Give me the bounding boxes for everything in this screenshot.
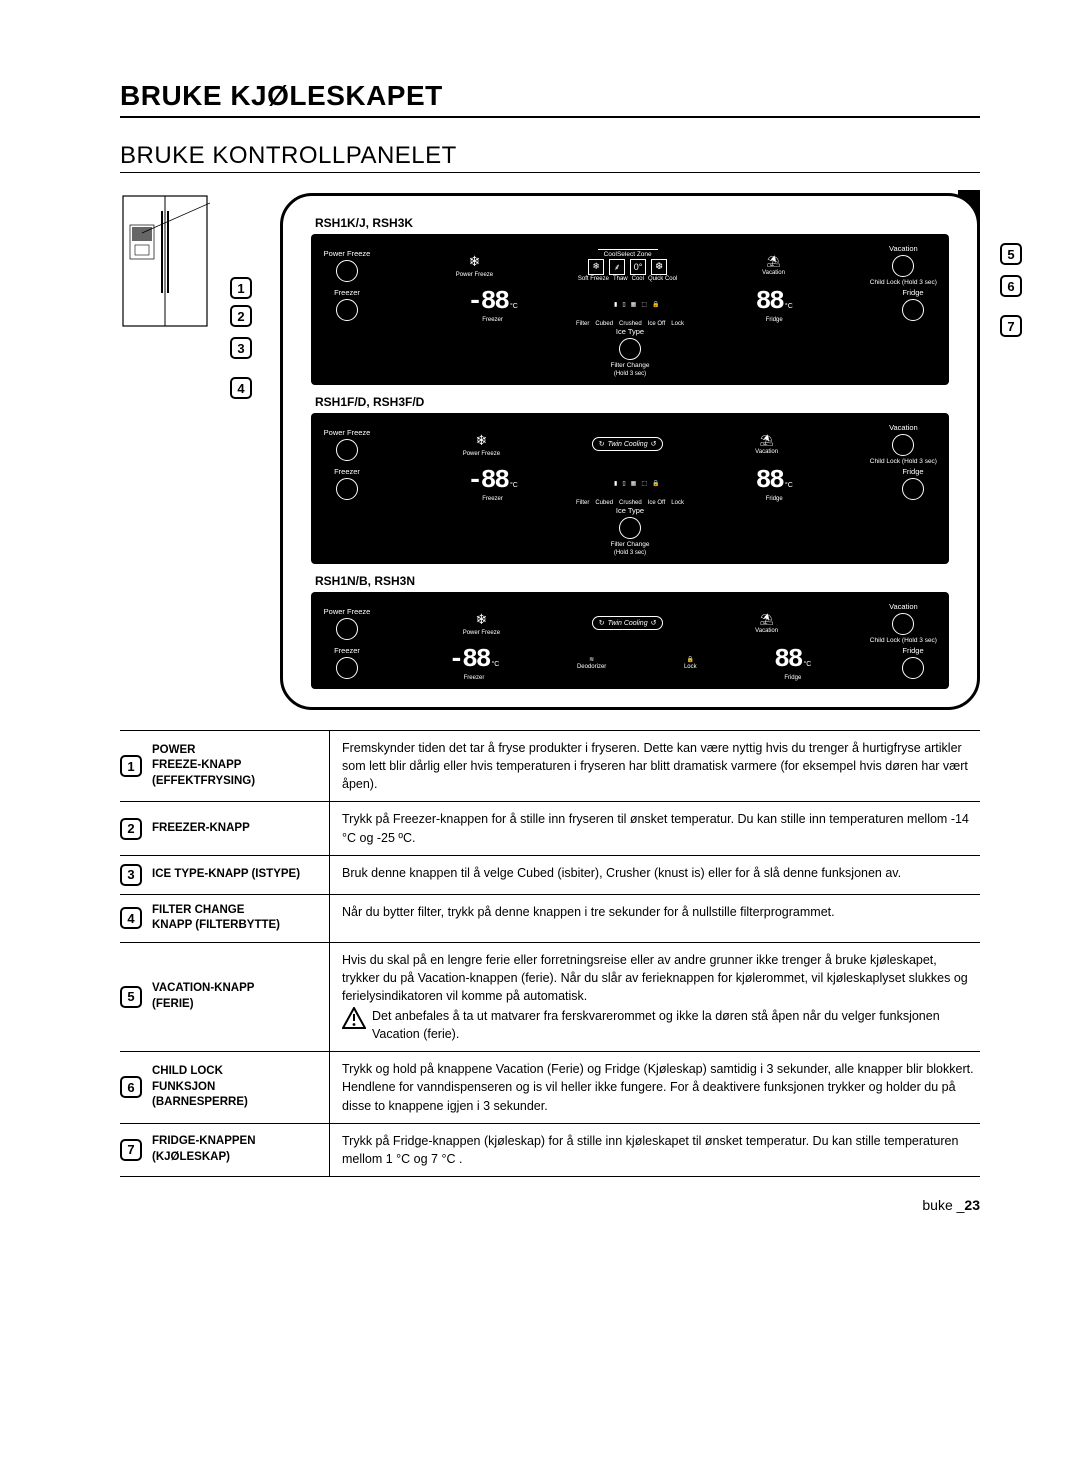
row-badge-7: 7 (120, 1139, 142, 1161)
callout-7: 7 (1000, 315, 1022, 337)
page-heading: BRUKE KJØLESKAPET (120, 80, 980, 118)
vacation-button[interactable]: Vacation Child Lock (Hold 3 sec) (870, 244, 937, 286)
snowflake-icon: ❄ (469, 253, 481, 270)
diagram-area: 1 2 3 4 5 6 7 RSH1K/J, RSH3K Power Freez… (120, 193, 980, 710)
callout-7-wrap: 7 (1000, 315, 1022, 337)
row-badge-1: 1 (120, 755, 142, 777)
callout-3: 3 (230, 337, 252, 359)
model-c-label: RSH1N/B, RSH3N (315, 574, 949, 588)
vacation-button-b[interactable]: Vacation Child Lock (Hold 3 sec) (870, 423, 937, 465)
cs-icon-1: ❄ (588, 259, 604, 275)
desc-row-6: 6 CHILD LOCKFUNKSJON(BARNESPERRE) Trykk og… (120, 1052, 980, 1123)
control-panel-c: Power Freeze ❄ Power Freeze ↻Twin Coolin… (311, 592, 949, 689)
row-body-1: Fremskynder tiden det tar å fryse produk… (330, 731, 980, 801)
desc-row-2: 2 FREEZER-KNAPP Trykk på Freezer-knappen f… (120, 802, 980, 855)
vacation-button-c[interactable]: Vacation Child Lock (Hold 3 sec) (870, 602, 937, 644)
callout-4: 4 (230, 377, 252, 399)
vacation-icon-b: ⛱ (760, 434, 774, 447)
callout-2: 2 (230, 305, 252, 327)
freezer-button[interactable]: Freezer (323, 288, 371, 321)
row-body-6: Trykk og hold på knappene Vacation (Feri… (330, 1052, 980, 1122)
callout-1: 1 (230, 277, 252, 299)
row-body-4: Når du bytter filter, trykk på denne kna… (330, 895, 980, 942)
row-title-7: FRIDGE-KNAPPEN(KJØLESKAP) (152, 1134, 256, 1165)
row-title-6: CHILD LOCKFUNKSJON(BARNESPERRE) (152, 1064, 248, 1111)
cs-icon-4: ❆ (651, 259, 667, 275)
freezer-display: -88 (467, 286, 508, 316)
fridge-button[interactable]: Fridge (889, 288, 937, 321)
cs-icon-2: ⸙ (609, 259, 625, 275)
panels-frame: RSH1K/J, RSH3K Power Freeze ❄ Power Free… (280, 193, 980, 710)
fridge-button-c[interactable]: Fridge (889, 646, 937, 679)
row-title-5: VACATION-KNAPP(FERIE) (152, 981, 254, 1012)
snowflake-icon-b: ❄ (476, 432, 488, 449)
description-table: 1 POWERFREEZE-KNAPP(EFFEKTFRYSING) Fremsky… (120, 730, 980, 1177)
row-body-7: Trykk på Fridge-knappen (kjøleskap) for … (330, 1124, 980, 1176)
row-badge-4: 4 (120, 907, 142, 929)
row-body-5: Hvis du skal på en lengre ferie eller fo… (330, 943, 980, 1052)
row-badge-2: 2 (120, 818, 142, 840)
callout-5-wrap: 5 (1000, 243, 1022, 265)
callout-5: 5 (1000, 243, 1022, 265)
power-freeze-button-b[interactable]: Power Freeze (323, 428, 371, 461)
desc-row-4: 4 FILTER CHANGEKNAPP (FILTERBYTTE) Når du … (120, 895, 980, 943)
row-title-1: POWERFREEZE-KNAPP(EFFEKTFRYSING) (152, 743, 255, 790)
vacation-icon: ⛱ (767, 255, 781, 268)
row-title-4: FILTER CHANGEKNAPP (FILTERBYTTE) (152, 903, 280, 934)
ice-type-button-b[interactable]: Ice Type Filter Change (Hold 3 sec) (606, 506, 654, 556)
row-body-2: Trykk på Freezer-knappen for å stille in… (330, 802, 980, 854)
model-b-label: RSH1F/D, RSH3F/D (315, 395, 949, 409)
row-badge-5: 5 (120, 986, 142, 1008)
row-body-3: Bruk denne knappen til å velge Cubed (is… (330, 856, 980, 894)
row-title-3: ICE TYPE-KNAPP (ISTYPE) (152, 867, 300, 883)
desc-row-3: 3 ICE TYPE-KNAPP (ISTYPE) Bruk denne knapp… (120, 856, 980, 895)
callout-6: 6 (1000, 275, 1022, 297)
desc-row-7: 7 FRIDGE-KNAPPEN(KJØLESKAP) Trykk på Fridg… (120, 1124, 980, 1177)
coolselect-label: CoolSelect Zone (598, 249, 658, 258)
power-freeze-button[interactable]: Power Freeze (323, 249, 371, 282)
cs-icon-3: 0° (630, 259, 646, 275)
model-a-label: RSH1K/J, RSH3K (315, 216, 949, 230)
twin-cooling-badge: ↻Twin Cooling↺ (592, 437, 664, 451)
fridge-illustration (120, 193, 210, 338)
left-callouts: 1 2 3 4 (230, 193, 260, 413)
row-badge-3: 3 (120, 864, 142, 886)
control-panel-a: Power Freeze ❄ Power Freeze CoolSelect Z… (311, 234, 949, 385)
row-badge-6: 6 (120, 1076, 142, 1098)
desc-row-1: 1 POWERFREEZE-KNAPP(EFFEKTFRYSING) Fremsky… (120, 731, 980, 802)
twin-cooling-badge-c: ↻Twin Cooling↺ (592, 616, 664, 630)
power-freeze-button-c[interactable]: Power Freeze (323, 607, 371, 640)
row-title-2: FREEZER-KNAPP (152, 821, 250, 837)
control-panel-b: Power Freeze ❄ Power Freeze ↻Twin Coolin… (311, 413, 949, 564)
callout-6-wrap: 6 (1000, 275, 1022, 297)
fridge-button-b[interactable]: Fridge (889, 467, 937, 500)
page-footer: buke _23 (120, 1197, 980, 1213)
warning-5: Det anbefales å ta ut matvarer fra fersk… (342, 1007, 974, 1043)
snowflake-icon-c: ❄ (476, 611, 488, 628)
page-subheading: BRUKE KONTROLLPANELET (120, 142, 980, 173)
fridge-display: 88 (756, 286, 783, 316)
freezer-button-b[interactable]: Freezer (323, 467, 371, 500)
desc-row-5: 5 VACATION-KNAPP(FERIE) Hvis du skal på en… (120, 943, 980, 1053)
vacation-icon-c: ⛱ (760, 613, 774, 626)
ice-type-button[interactable]: Ice Type Filter Change (Hold 3 sec) (606, 327, 654, 377)
freezer-button-c[interactable]: Freezer (323, 646, 371, 679)
